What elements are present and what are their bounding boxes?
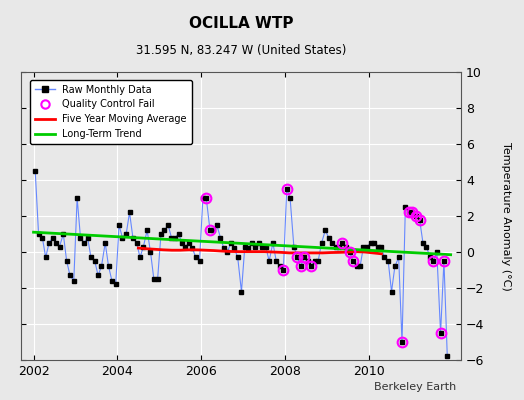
Text: 31.595 N, 83.247 W (United States): 31.595 N, 83.247 W (United States) bbox=[136, 44, 346, 57]
Text: Berkeley Earth: Berkeley Earth bbox=[374, 382, 456, 392]
Text: OCILLA WTP: OCILLA WTP bbox=[189, 16, 293, 31]
Legend: Raw Monthly Data, Quality Control Fail, Five Year Moving Average, Long-Term Tren: Raw Monthly Data, Quality Control Fail, … bbox=[30, 80, 192, 144]
Y-axis label: Temperature Anomaly (°C): Temperature Anomaly (°C) bbox=[501, 142, 511, 290]
